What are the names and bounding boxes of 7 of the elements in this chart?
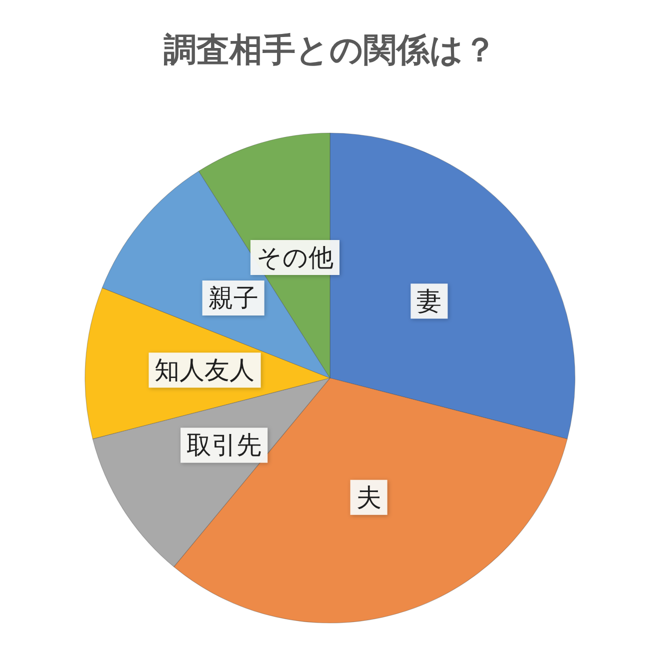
slice-label: 取引先 xyxy=(186,430,262,460)
slice-label: 親子 xyxy=(208,284,258,313)
slice-label: その他 xyxy=(256,242,334,272)
chart-title: 調査相手との関係は？ xyxy=(164,30,496,69)
slice-label: 妻 xyxy=(416,286,442,316)
slice-label: 夫 xyxy=(356,482,382,512)
slice-label: 知人友人 xyxy=(154,356,255,385)
